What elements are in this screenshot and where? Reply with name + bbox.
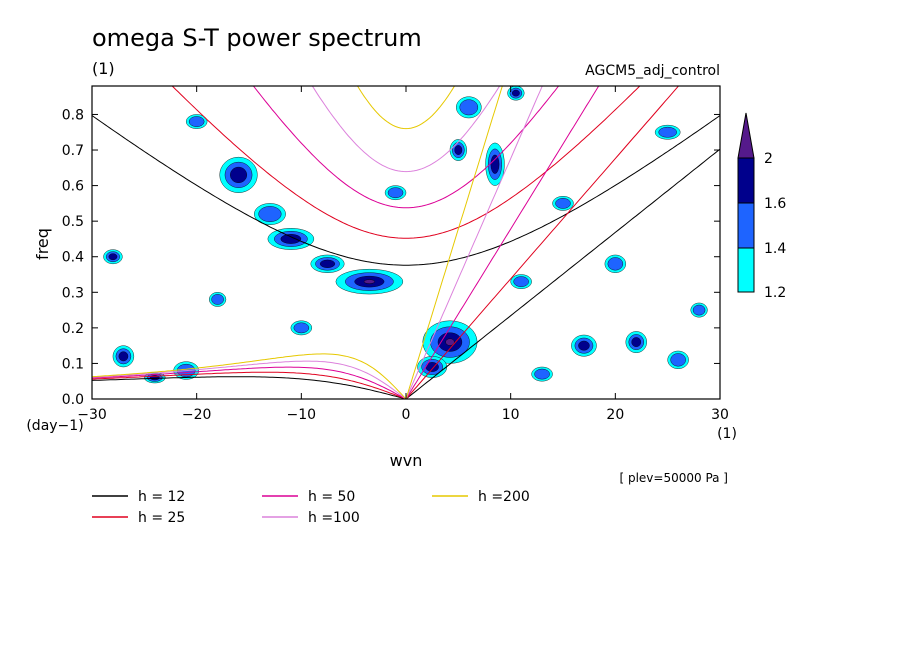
- contour-blob: [670, 353, 686, 367]
- legend-label: h = 25: [138, 510, 185, 526]
- contour-blob: [534, 368, 550, 380]
- inertia-gravity-curve: [252, 86, 560, 209]
- contour-blob: [454, 145, 463, 155]
- kelvin-curve: [405, 148, 720, 399]
- contour-blob: [258, 206, 282, 222]
- rossby-curve: [92, 371, 407, 399]
- x-axis: −30 −20 −10 0 10 20 30: [77, 86, 729, 423]
- rossby-curve: [92, 360, 407, 399]
- chart-title: omega S-T power spectrum: [92, 24, 422, 52]
- dispersion-curves: [92, 86, 720, 399]
- contour-blob: [490, 154, 500, 174]
- x-tick-label: 10: [502, 407, 520, 423]
- inertia-gravity-curve: [311, 86, 501, 173]
- kelvin-curve: [405, 86, 600, 399]
- y-tick-label: 0.0: [62, 392, 84, 408]
- contour-blob: [445, 338, 455, 346]
- colorbar-arrow: [737, 112, 755, 159]
- legend-label: h =100: [308, 510, 360, 526]
- rossby-curve: [92, 376, 407, 399]
- kelvin-curve: [405, 86, 503, 399]
- x-tick-label: −30: [77, 407, 107, 423]
- rossby-curve: [92, 366, 407, 399]
- y-tick-label: 0.2: [62, 321, 84, 337]
- x-axis-label: wvn: [390, 451, 423, 470]
- colorbar-segment: [737, 247, 755, 293]
- colorbar: 1.2 1.4 1.6 2: [737, 112, 786, 301]
- experiment-label: AGCM5_adj_control: [585, 63, 720, 79]
- contour-blob: [230, 166, 248, 183]
- x-unit-label: (1): [717, 426, 737, 442]
- y-tick-label: 0.1: [62, 356, 84, 372]
- y-tick-label: 0.8: [62, 107, 84, 123]
- inertia-gravity-curve: [356, 86, 456, 130]
- contour-blob: [513, 276, 529, 287]
- contour-blob: [211, 294, 224, 305]
- contour-blob: [555, 198, 571, 209]
- contour-blob: [512, 89, 520, 97]
- x-tick-label: 30: [711, 407, 729, 423]
- rossby-curve: [92, 353, 407, 399]
- inertia-gravity-curve: [92, 115, 720, 266]
- contour-blob: [387, 187, 404, 199]
- x-tick-label: 20: [606, 407, 624, 423]
- legend-label: h =200: [478, 489, 530, 505]
- colorbar-label: 1.4: [764, 241, 786, 257]
- y-tick-label: 0.5: [62, 214, 84, 230]
- plev-note: [ plev=50000 Pa ]: [619, 471, 728, 485]
- kelvin-curve: [405, 86, 543, 399]
- contour-blob: [108, 253, 118, 261]
- contour-blob: [293, 322, 310, 334]
- contour-blob: [578, 340, 590, 351]
- inertia-gravity-curve: [171, 86, 641, 239]
- legend-label: h = 50: [308, 489, 355, 505]
- y-unit-label: (day−1): [26, 418, 83, 434]
- contour-blobs: [103, 86, 708, 384]
- x-tick-label: −20: [182, 407, 212, 423]
- contour-blob: [692, 304, 706, 316]
- x-tick-label: 0: [402, 407, 411, 423]
- colorbar-segment: [737, 157, 755, 204]
- colorbar-label: 1.2: [764, 285, 786, 301]
- contour-blob: [631, 337, 642, 347]
- y-axis: 0.0 0.1 0.2 0.3 0.4 0.5 0.6 0.7 0.8: [62, 107, 720, 408]
- title-units: (1): [92, 59, 115, 78]
- contour-blob: [280, 234, 302, 244]
- y-tick-label: 0.4: [62, 250, 84, 266]
- y-axis-label: freq: [33, 228, 52, 260]
- colorbar-label: 1.6: [764, 196, 786, 212]
- contour-blob: [459, 99, 479, 116]
- colorbar-label: 2: [764, 151, 773, 167]
- y-tick-label: 0.3: [62, 285, 84, 301]
- legend: h = 12 h = 25 h = 50 h =100 h =200: [92, 489, 530, 526]
- x-tick-label: −10: [287, 407, 317, 423]
- contour-blob: [118, 351, 129, 362]
- contour-blob: [188, 116, 205, 127]
- y-tick-label: 0.6: [62, 179, 84, 195]
- legend-label: h = 12: [138, 489, 185, 505]
- contour-blob: [607, 257, 624, 271]
- plot-area: [92, 86, 720, 399]
- y-tick-label: 0.7: [62, 143, 84, 159]
- colorbar-segment: [737, 202, 755, 249]
- contour-blob: [319, 259, 336, 268]
- contour-blob: [363, 279, 375, 284]
- kelvin-curve: [405, 86, 680, 399]
- contour-blob: [658, 126, 677, 138]
